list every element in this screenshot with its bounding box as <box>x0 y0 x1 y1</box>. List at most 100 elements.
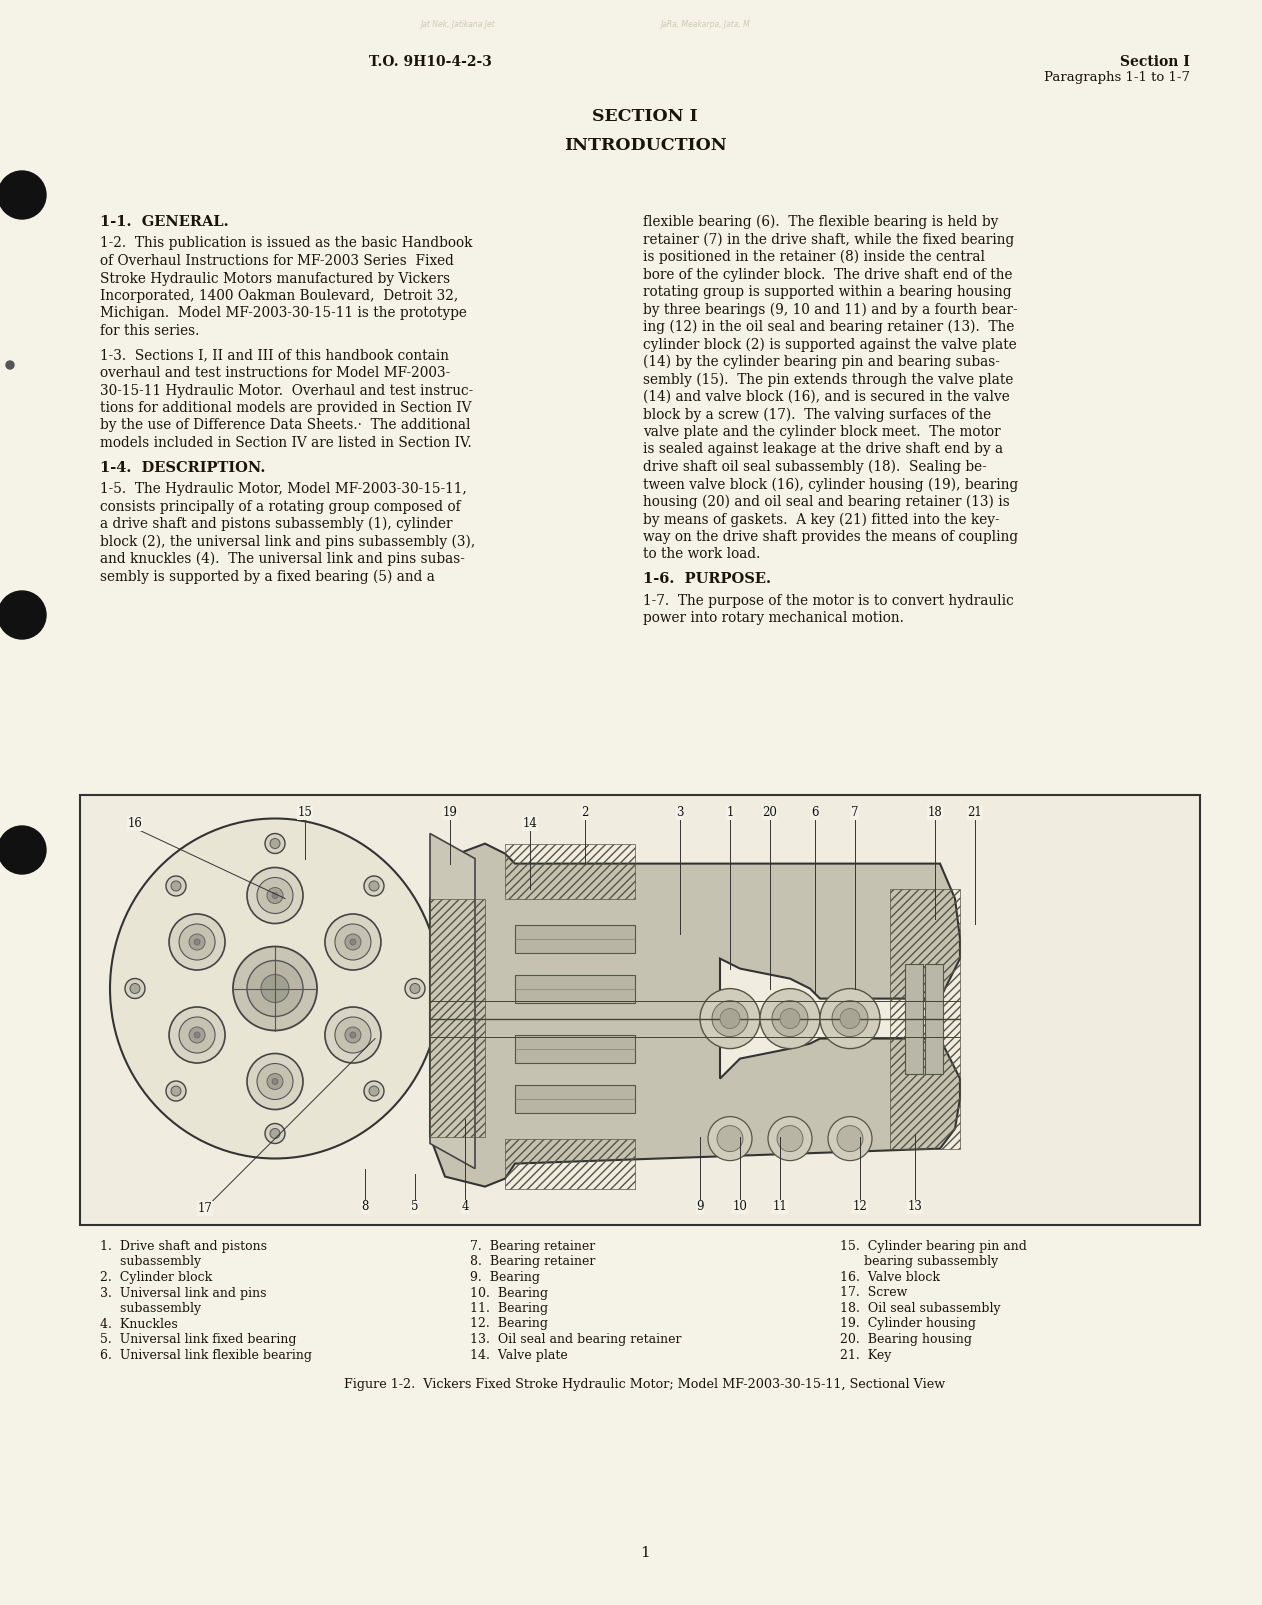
Circle shape <box>265 1124 285 1143</box>
Text: T.O. 9H10-4-2-3: T.O. 9H10-4-2-3 <box>369 55 491 69</box>
Text: way on the drive shaft provides the means of coupling: way on the drive shaft provides the mean… <box>644 530 1018 544</box>
Circle shape <box>363 1082 384 1101</box>
Circle shape <box>0 827 45 875</box>
Text: 20.  Bearing housing: 20. Bearing housing <box>840 1334 972 1347</box>
Text: 1-1.  GENERAL.: 1-1. GENERAL. <box>100 215 228 230</box>
Circle shape <box>270 838 280 849</box>
Circle shape <box>837 1125 863 1152</box>
Text: 21: 21 <box>968 806 982 820</box>
Circle shape <box>268 1074 283 1090</box>
Text: 12.  Bearing: 12. Bearing <box>469 1318 548 1331</box>
Text: 3.  Universal link and pins: 3. Universal link and pins <box>100 1287 266 1300</box>
Circle shape <box>247 960 303 1016</box>
Text: 8: 8 <box>361 1201 369 1213</box>
Text: bearing subassembly: bearing subassembly <box>840 1255 998 1268</box>
Circle shape <box>169 1006 225 1063</box>
Circle shape <box>189 1027 204 1043</box>
Text: cylinder block (2) is supported against the valve plate: cylinder block (2) is supported against … <box>644 337 1017 351</box>
Text: 12: 12 <box>853 1201 867 1213</box>
Bar <box>430 899 485 1136</box>
Circle shape <box>0 172 45 218</box>
Text: 1: 1 <box>727 806 733 820</box>
Text: tions for additional models are provided in Section IV: tions for additional models are provided… <box>100 401 472 416</box>
Bar <box>515 924 635 953</box>
Circle shape <box>268 888 283 904</box>
Circle shape <box>265 833 285 854</box>
Circle shape <box>828 1117 872 1160</box>
Circle shape <box>130 984 140 993</box>
Text: bore of the cylinder block.  The drive shaft end of the: bore of the cylinder block. The drive sh… <box>644 268 1012 281</box>
Text: 2.  Cylinder block: 2. Cylinder block <box>100 1271 212 1284</box>
Text: 1-2.  This publication is issued as the basic Handbook: 1-2. This publication is issued as the b… <box>100 236 472 250</box>
Circle shape <box>832 1000 868 1037</box>
Text: 21.  Key: 21. Key <box>840 1348 891 1361</box>
Bar <box>505 844 635 899</box>
Circle shape <box>363 876 384 896</box>
Text: 1-4.  DESCRIPTION.: 1-4. DESCRIPTION. <box>100 461 265 475</box>
Circle shape <box>405 979 425 998</box>
Circle shape <box>247 867 303 923</box>
Ellipse shape <box>110 819 440 1159</box>
Text: 9: 9 <box>697 1201 704 1213</box>
Text: a drive shaft and pistons subassembly (1), cylinder: a drive shaft and pistons subassembly (1… <box>100 517 453 531</box>
Text: 14: 14 <box>522 817 538 830</box>
Text: Figure 1-2.  Vickers Fixed Stroke Hydraulic Motor; Model MF-2003-30-15-11, Secti: Figure 1-2. Vickers Fixed Stroke Hydraul… <box>345 1379 945 1392</box>
Circle shape <box>172 1087 180 1096</box>
Text: 15.  Cylinder bearing pin and: 15. Cylinder bearing pin and <box>840 1241 1027 1254</box>
Text: drive shaft oil seal subassembly (18).  Sealing be-: drive shaft oil seal subassembly (18). S… <box>644 461 987 475</box>
Circle shape <box>760 989 820 1048</box>
Text: block (2), the universal link and pins subassembly (3),: block (2), the universal link and pins s… <box>100 534 476 549</box>
Text: retainer (7) in the drive shaft, while the fixed bearing: retainer (7) in the drive shaft, while t… <box>644 233 1015 247</box>
Text: sembly is supported by a fixed bearing (5) and a: sembly is supported by a fixed bearing (… <box>100 570 435 584</box>
Text: to the work load.: to the work load. <box>644 547 761 562</box>
Text: subassembly: subassembly <box>100 1302 201 1314</box>
Text: 5: 5 <box>411 1201 419 1213</box>
Text: 1-6.  PURPOSE.: 1-6. PURPOSE. <box>644 571 771 586</box>
Text: 17.  Screw: 17. Screw <box>840 1287 907 1300</box>
Circle shape <box>194 1032 201 1038</box>
Text: INTRODUCTION: INTRODUCTION <box>564 136 727 154</box>
Circle shape <box>125 979 145 998</box>
Text: 19.  Cylinder housing: 19. Cylinder housing <box>840 1318 976 1331</box>
Text: 1-7.  The purpose of the motor is to convert hydraulic: 1-7. The purpose of the motor is to conv… <box>644 594 1013 608</box>
Text: 6: 6 <box>811 806 819 820</box>
Text: 17: 17 <box>198 1202 212 1215</box>
Circle shape <box>273 1079 278 1085</box>
Text: Jat Nek, Jatikana Jet: Jat Nek, Jatikana Jet <box>420 19 495 29</box>
Circle shape <box>721 1008 740 1029</box>
Circle shape <box>769 1117 811 1160</box>
Text: tween valve block (16), cylinder housing (19), bearing: tween valve block (16), cylinder housing… <box>644 478 1018 491</box>
Circle shape <box>700 989 760 1048</box>
Circle shape <box>167 1082 186 1101</box>
Bar <box>515 1085 635 1112</box>
Text: 18: 18 <box>928 806 943 820</box>
Text: 4: 4 <box>461 1201 468 1213</box>
Circle shape <box>350 939 356 945</box>
Circle shape <box>6 361 14 369</box>
Bar <box>515 974 635 1003</box>
Circle shape <box>189 934 204 950</box>
Circle shape <box>179 1018 215 1053</box>
Circle shape <box>247 1053 303 1109</box>
Text: 13: 13 <box>907 1201 923 1213</box>
Bar <box>515 1035 635 1063</box>
Text: power into rotary mechanical motion.: power into rotary mechanical motion. <box>644 612 904 624</box>
Text: (14) by the cylinder bearing pin and bearing subas-: (14) by the cylinder bearing pin and bea… <box>644 355 1000 369</box>
Circle shape <box>840 1008 859 1029</box>
Text: Michigan.  Model MF-2003-30-15-11 is the prototype: Michigan. Model MF-2003-30-15-11 is the … <box>100 307 467 321</box>
Circle shape <box>777 1125 803 1152</box>
Text: Paragraphs 1-1 to 1-7: Paragraphs 1-1 to 1-7 <box>1044 71 1190 83</box>
Text: 20: 20 <box>762 806 777 820</box>
Text: for this series.: for this series. <box>100 324 199 339</box>
Text: (14) and valve block (16), and is secured in the valve: (14) and valve block (16), and is secure… <box>644 390 1010 404</box>
Text: by means of gaskets.  A key (21) fitted into the key-: by means of gaskets. A key (21) fitted i… <box>644 512 1000 526</box>
Text: consists principally of a rotating group composed of: consists principally of a rotating group… <box>100 499 461 514</box>
Text: 4.  Knuckles: 4. Knuckles <box>100 1318 178 1331</box>
Text: 1-3.  Sections I, II and III of this handbook contain: 1-3. Sections I, II and III of this hand… <box>100 348 449 363</box>
Text: 9.  Bearing: 9. Bearing <box>469 1271 540 1284</box>
Circle shape <box>273 892 278 899</box>
Circle shape <box>261 974 289 1003</box>
Text: 10.  Bearing: 10. Bearing <box>469 1287 548 1300</box>
Text: 13.  Oil seal and bearing retainer: 13. Oil seal and bearing retainer <box>469 1334 681 1347</box>
Text: 11: 11 <box>772 1201 787 1213</box>
